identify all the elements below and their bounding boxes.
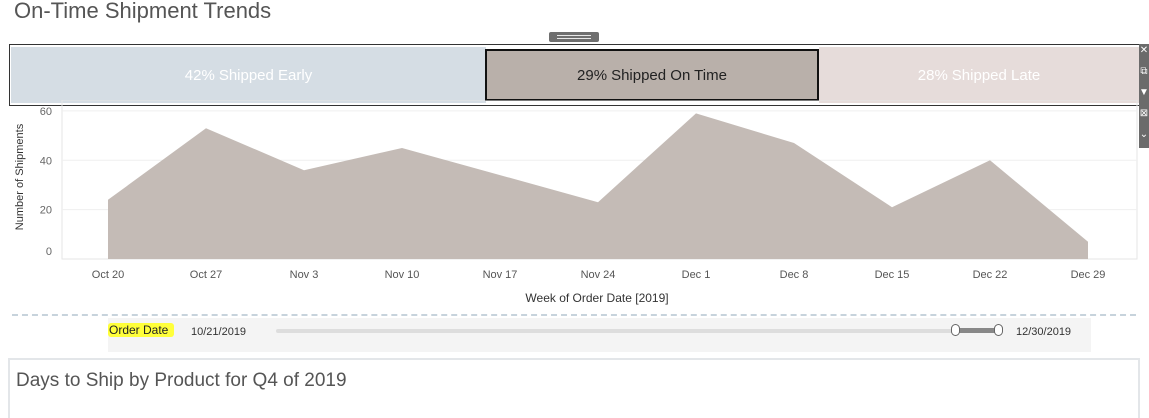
worksheet-toolbar: ✕ ⧉ ▼ ⊠ ⌄	[1139, 44, 1149, 148]
x-axis-label: Week of Order Date [2019]	[525, 291, 668, 305]
more-icon[interactable]: ⌄	[1139, 129, 1149, 140]
section-divider	[12, 314, 1136, 316]
x-tick-label: Dec 1	[682, 269, 711, 281]
tile-shipped-early[interactable]: 42% Shipped Early	[11, 47, 486, 103]
tile-early-percent: 42%	[184, 66, 215, 84]
filter-start-date[interactable]: 10/21/2019	[191, 326, 247, 338]
x-tick-label: Dec 22	[973, 269, 1008, 281]
filter-end-date[interactable]: 12/30/2019	[1016, 326, 1072, 338]
x-tick-label: Dec 8	[780, 269, 809, 281]
shipment-status-tiles: 42% Shipped Early 29% Shipped On Time 28…	[9, 44, 1140, 106]
popout-icon[interactable]: ⧉	[1140, 66, 1148, 77]
x-tick-label: Nov 24	[581, 269, 616, 281]
x-tick-label: Oct 20	[92, 269, 124, 281]
shipments-area-chart: 0 20 40 60 Oct 20 Oct 27 Nov 3 Nov 10 Nov 17 Nov…	[14, 100, 1138, 305]
tile-late-percent: 28%	[917, 66, 948, 84]
slider-start-handle[interactable]	[951, 324, 960, 336]
y-axis-label: Number of Shipments	[14, 123, 26, 230]
date-range-slider-fill	[955, 328, 999, 333]
x-tick-label: Dec 29	[1071, 269, 1106, 281]
filter-icon[interactable]: ▼	[1139, 87, 1149, 98]
tile-ontime-label: Shipped On Time	[611, 66, 727, 84]
tile-shipped-on-time[interactable]: 29% Shipped On Time	[485, 49, 819, 101]
tile-early-label: Shipped Early	[218, 66, 313, 84]
y-axis-ticks: 0 20 40 60	[40, 106, 52, 258]
x-tick-label: Dec 15	[875, 269, 910, 281]
x-tick-label: Nov 3	[290, 269, 319, 281]
fit-icon[interactable]: ⊠	[1139, 108, 1149, 119]
tile-ontime-percent: 29%	[577, 66, 608, 84]
days-to-ship-title: Days to Ship by Product for Q4 of 2019	[16, 370, 347, 391]
y-tick-label: 40	[40, 155, 52, 167]
y-tick-label: 20	[40, 205, 52, 217]
x-tick-label: Nov 10	[385, 269, 420, 281]
dashboard-title: On-Time Shipment Trends	[14, 0, 272, 23]
x-tick-label: Oct 27	[190, 269, 222, 281]
slider-end-handle[interactable]	[994, 324, 1003, 336]
filter-label: Order Date	[108, 323, 175, 337]
drag-grip-handle[interactable]	[549, 32, 599, 42]
tile-late-label: Shipped Late	[951, 66, 1041, 84]
area-series-on-time[interactable]	[108, 113, 1088, 260]
days-to-ship-panel: Days to Ship by Product for Q4 of 2019	[8, 358, 1140, 418]
close-icon[interactable]: ✕	[1139, 45, 1149, 56]
date-range-slider-track[interactable]	[276, 329, 1001, 333]
x-tick-label: Nov 17	[483, 269, 518, 281]
y-tick-label: 60	[40, 106, 52, 118]
y-tick-label: 0	[46, 246, 52, 258]
tile-shipped-late[interactable]: 28% Shipped Late	[819, 47, 1139, 103]
order-date-filter: Order Date 10/21/2019 12/30/2019	[108, 318, 1091, 352]
x-axis-ticks: Oct 20 Oct 27 Nov 3 Nov 10 Nov 17 Nov 24 Dec 1…	[92, 269, 1106, 281]
